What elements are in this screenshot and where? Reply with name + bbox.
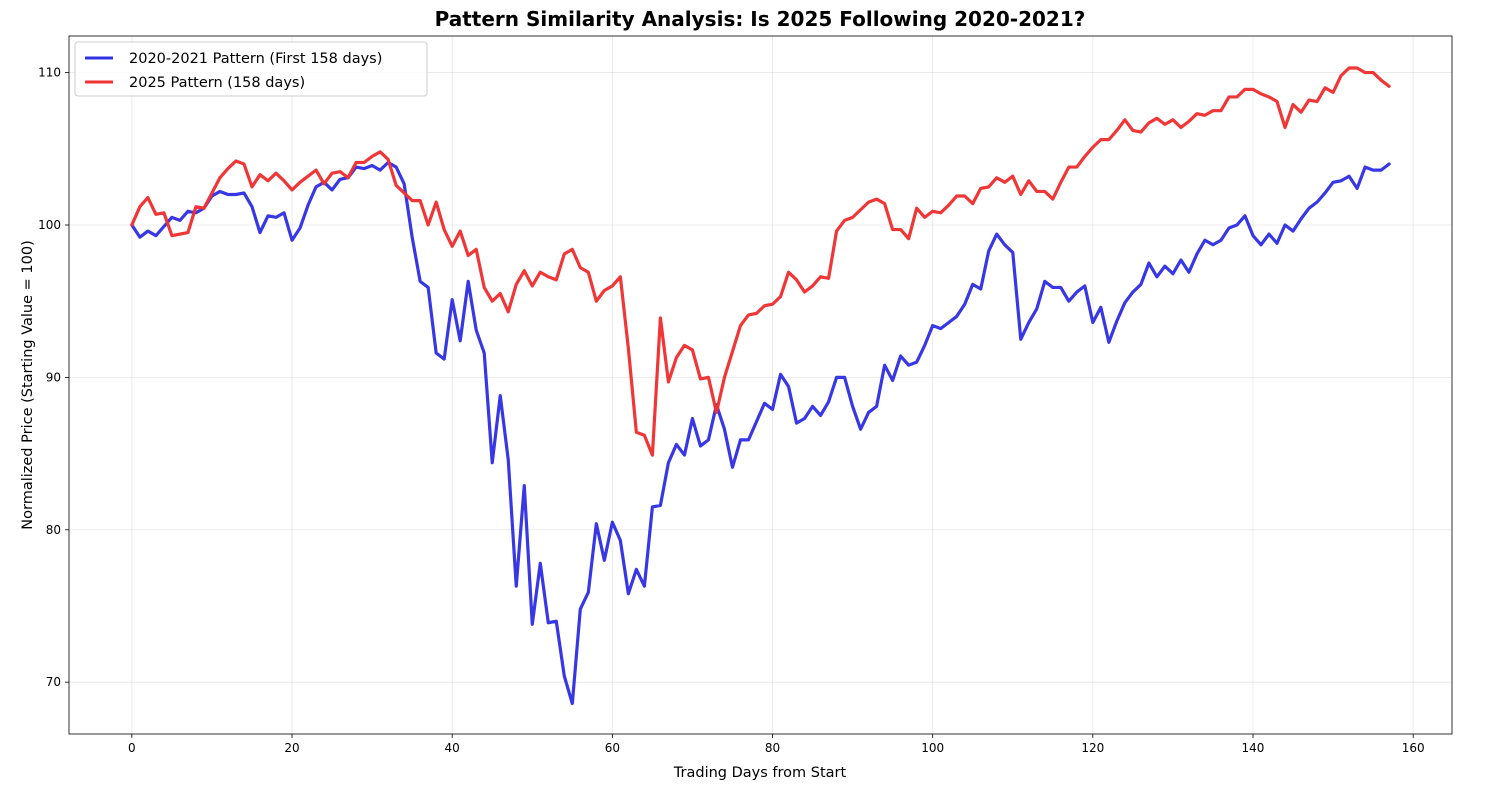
y-tick-label: 100 (38, 218, 61, 232)
legend-label-2025: 2025 Pattern (158 days) (129, 75, 305, 91)
plot-frame (68, 35, 1453, 735)
y-tick-label: 70 (46, 675, 61, 689)
x-tick-label: 0 (128, 741, 136, 755)
legend: 2020-2021 Pattern (First 158 days) 2025 … (74, 41, 428, 97)
series-layer (130, 66, 1391, 706)
axis-ticks: 0 20 40 60 80 100 120 140 160 70 80 90 100 110 (38, 66, 1425, 755)
x-axis-label: Trading Days from Start (673, 765, 847, 781)
grid-lines (69, 36, 1452, 734)
x-tick-label: 140 (1242, 741, 1265, 755)
x-tick-label: 160 (1402, 741, 1425, 755)
x-tick-label: 100 (921, 741, 944, 755)
series-line-2025 (130, 66, 1391, 457)
x-tick-label: 80 (765, 741, 780, 755)
y-tick-label: 110 (38, 66, 61, 80)
chart-title: Pattern Similarity Analysis: Is 2025 Fol… (435, 7, 1086, 31)
x-tick-label: 60 (605, 741, 620, 755)
y-tick-label: 90 (46, 370, 61, 384)
x-tick-label: 40 (445, 741, 460, 755)
x-tick-label: 120 (1081, 741, 1104, 755)
y-axis-label: Normalized Price (Starting Value = 100) (20, 240, 36, 529)
series-line-2020-2021 (130, 160, 1391, 706)
legend-box (74, 41, 428, 97)
y-tick-label: 80 (46, 523, 61, 537)
legend-label-2020-2021: 2020-2021 Pattern (First 158 days) (129, 51, 382, 67)
x-tick-label: 20 (284, 741, 299, 755)
